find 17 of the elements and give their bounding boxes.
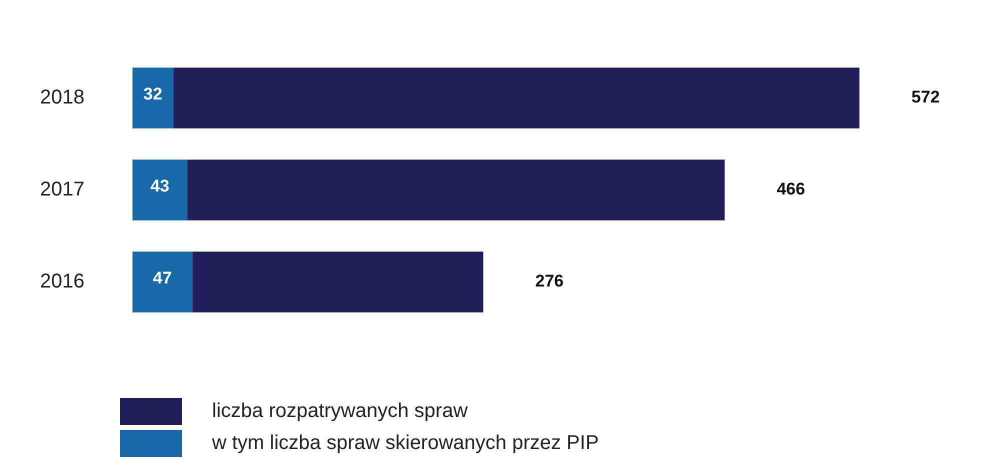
y-tick-label: 2018	[40, 86, 84, 109]
legend-label: w tym liczba spraw skierowanych przez PIP	[212, 432, 599, 454]
total-label: 276	[535, 272, 564, 291]
data-label: 43	[150, 176, 170, 196]
bar	[132, 160, 188, 220]
legend-label: liczba rozpatrywanych spraw	[212, 400, 468, 422]
y-tick-label: 2016	[40, 270, 84, 293]
bar	[132, 68, 174, 128]
bar	[132, 252, 192, 312]
y-tick-label: 2017	[40, 178, 84, 201]
bar	[187, 160, 725, 220]
bar	[173, 68, 860, 128]
data-label: 32	[143, 84, 162, 104]
total-label: 572	[911, 88, 940, 107]
data-label: 47	[152, 268, 172, 288]
bar	[192, 252, 484, 312]
total-label: 466	[776, 180, 806, 199]
